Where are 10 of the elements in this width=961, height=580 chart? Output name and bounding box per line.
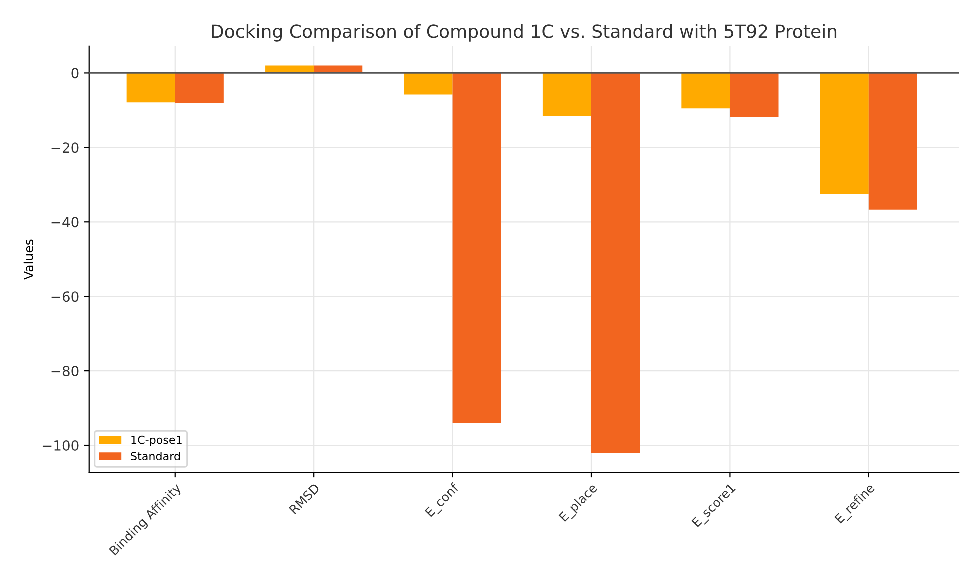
legend-label: Standard <box>131 452 180 461</box>
y-tick-label: −40 <box>52 217 79 228</box>
y-tick-label: −80 <box>52 366 79 377</box>
legend-label: 1C-pose1 <box>132 436 182 446</box>
chart-title: Docking Comparison of Compound 1C vs. Standard with 5T92 Protein <box>212 24 837 42</box>
y-axis-title: Values <box>24 240 34 280</box>
y-tick-label: −60 <box>52 292 79 302</box>
y-tick-label: −100 <box>42 440 79 451</box>
y-tick-label: −20 <box>52 142 79 154</box>
y-tick-label: 0 <box>72 68 79 79</box>
